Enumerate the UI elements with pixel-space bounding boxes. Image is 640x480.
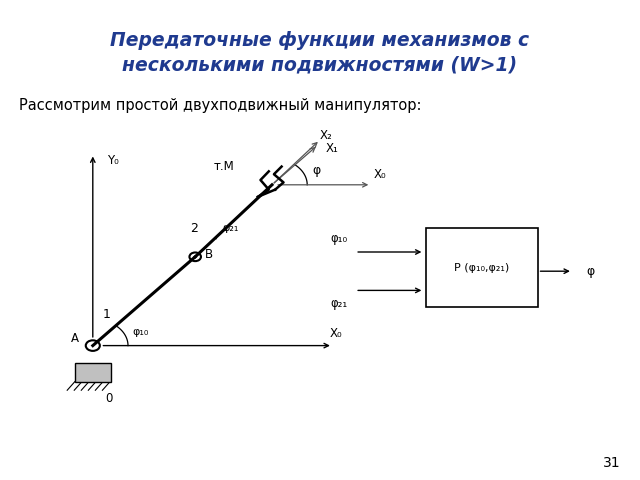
Text: φ₁₀: φ₁₀ [331,232,348,245]
Text: несколькими подвижностями (W>1): несколькими подвижностями (W>1) [122,55,518,74]
Text: 2: 2 [190,221,198,235]
Text: P (φ₁₀,φ₂₁): P (φ₁₀,φ₂₁) [454,263,509,273]
Text: Y₀: Y₀ [108,154,119,168]
Text: т.М: т.М [214,160,234,173]
Text: φ₂₁: φ₂₁ [222,223,239,233]
Text: X₁: X₁ [326,142,339,155]
Text: 1: 1 [102,308,110,321]
Bar [75,363,111,382]
Text: B: B [205,248,213,261]
Text: 0: 0 [105,392,113,405]
Text: φ₂₁: φ₂₁ [331,297,348,311]
Text: 31: 31 [603,456,621,470]
Text: X₀: X₀ [330,327,342,340]
Bar [426,228,538,307]
Text: φ: φ [587,264,595,278]
Text: φ₁₀: φ₁₀ [132,327,149,337]
Text: φ: φ [313,164,321,177]
Text: A: A [71,332,79,345]
Text: X₀: X₀ [373,168,386,181]
Text: X₂: X₂ [320,130,333,143]
Text: Передаточные функции механизмов с: Передаточные функции механизмов с [111,31,529,50]
Text: Рассмотрим простой двухподвижный манипулятор:: Рассмотрим простой двухподвижный манипул… [19,98,422,113]
